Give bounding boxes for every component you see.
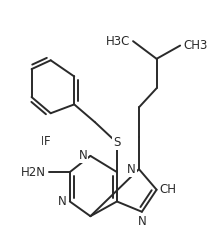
- Text: CH: CH: [160, 183, 176, 196]
- Text: F: F: [44, 135, 51, 148]
- Text: N: N: [79, 150, 87, 162]
- Text: H2N: H2N: [21, 166, 46, 178]
- Text: H3C: H3C: [106, 35, 130, 48]
- Text: N: N: [127, 162, 136, 175]
- Text: N: N: [58, 195, 67, 208]
- Text: CH3: CH3: [183, 39, 207, 52]
- Text: S: S: [113, 136, 121, 149]
- Text: F: F: [41, 135, 48, 148]
- Text: N: N: [137, 215, 146, 228]
